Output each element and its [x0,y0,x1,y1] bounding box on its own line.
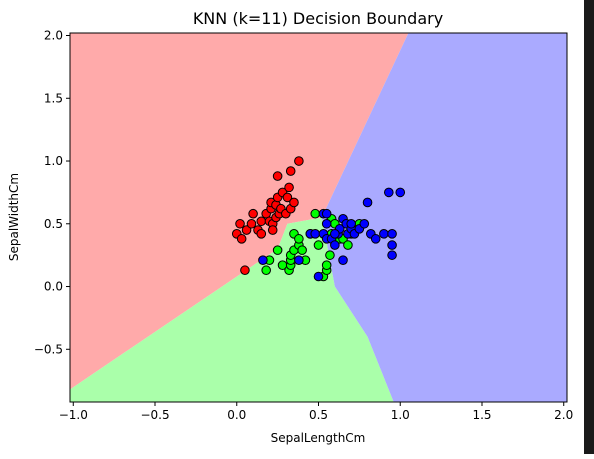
data-point [258,255,268,265]
y-tick-label: −0.5 [34,342,63,356]
window-edge [584,0,594,454]
data-point [359,218,370,229]
data-point [256,216,267,227]
data-point [343,240,353,250]
data-point [246,218,257,229]
data-point [289,197,299,208]
data-point [313,271,324,282]
y-axis-ticks: −0.5 0.0 0.5 1.0 1.5 2.0 [34,29,70,356]
y-tick-label: 0.5 [44,217,63,231]
x-tick-label: 2.0 [554,408,573,422]
x-tick-label: −1.0 [59,408,88,422]
x-tick-label: 0.5 [309,408,328,422]
data-point [261,265,271,276]
data-point [321,260,332,270]
data-point [240,265,250,276]
data-point [256,229,267,239]
data-point [330,229,340,239]
data-point [338,255,348,265]
region-green [70,217,394,402]
data-point [362,197,373,208]
region-blue [321,33,567,402]
data-point [387,240,397,250]
data-point [282,192,293,203]
data-point [272,171,283,181]
data-point [387,229,397,239]
data-point [346,218,356,229]
data-point [310,229,321,239]
data-point [387,250,397,260]
data-point [310,208,321,219]
data-point [294,234,304,244]
y-tick-label: 0.0 [44,280,63,294]
data-point [272,245,283,255]
data-point [395,187,406,198]
y-tick-label: 2.0 [44,29,63,43]
y-axis-label: SepalWidthCm [7,173,21,261]
data-point [235,218,245,229]
data-point [294,156,304,166]
y-tick-label: 1.5 [44,91,63,105]
x-tick-label: −0.5 [140,408,169,422]
x-tick-label: 0.0 [227,408,246,422]
data-point [241,225,252,235]
data-points [231,156,406,282]
data-point [236,234,247,244]
x-tick-label: 1.5 [472,408,491,422]
chart-title: KNN (k=11) Decision Boundary [193,9,443,28]
x-axis-ticks: −1.0 −0.5 0.0 0.5 1.0 1.5 2.0 [59,402,573,422]
data-point [370,234,381,244]
data-point [313,240,324,250]
y-tick-label: 1.0 [44,154,63,168]
data-point [383,187,394,198]
data-point [321,208,332,219]
data-point [284,182,294,193]
data-point [285,166,296,176]
data-point [297,245,307,255]
data-point [321,218,332,229]
region-red [70,33,409,390]
x-tick-label: 1.0 [391,408,410,422]
data-point [267,225,278,235]
decision-regions [70,33,567,402]
data-point [325,250,335,260]
data-point [379,229,389,239]
data-point [294,255,304,265]
x-axis-label: SepalLengthCm [271,431,366,445]
data-point [248,208,258,219]
data-point [330,240,340,250]
